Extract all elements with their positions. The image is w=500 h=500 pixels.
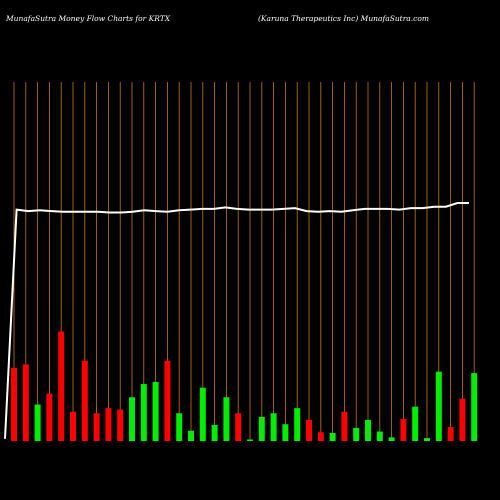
money-flow-bar [22,364,29,441]
money-flow-bar [176,413,183,441]
money-flow-bar [247,439,253,441]
money-flow-bar [117,409,124,441]
money-flow-bar [447,427,454,441]
vertical-gridlines [13,82,475,441]
money-flow-bar [58,331,65,441]
money-flow-bar [424,438,430,441]
money-flow-bar [306,419,312,441]
money-flow-bar [435,371,442,441]
money-flow-bar [105,408,112,441]
money-flow-bars [11,331,478,441]
money-flow-bar [294,408,301,441]
money-flow-bar [81,360,88,441]
money-flow-bar [140,384,147,441]
money-flow-bar [341,411,348,441]
money-flow-bar [199,387,206,441]
money-flow-bar [188,430,194,441]
money-flow-bar [365,419,371,441]
money-flow-bar [70,411,76,441]
money-flow-bar [34,404,41,441]
money-flow-bar [152,381,159,441]
price-line [4,202,469,439]
money-flow-bar [400,419,407,441]
money-flow-bar [211,424,218,441]
money-flow-bar [129,397,135,441]
money-flow-bar [388,437,395,441]
money-flow-bar [258,416,265,441]
money-flow-bar [223,397,230,441]
money-flow-bar [376,431,383,441]
money-flow-bar [282,424,289,441]
money-flow-bar [353,427,360,441]
money-flow-bar [93,413,100,441]
money-flow-bar [317,432,324,441]
money-flow-bar [235,413,242,441]
money-flow-bar [412,406,419,441]
money-flow-bar [46,393,53,441]
chart-subtitle: (Karuna Therapeutics Inc) MunafaSutra.co… [258,14,429,23]
money-flow-bar [164,360,171,441]
money-flow-bar [270,413,277,441]
money-flow-bar [459,398,466,441]
chart-title: MunafaSutra Money Flow Charts for KRTX [6,14,171,23]
money-flow-bar [471,373,478,441]
money-flow-bar [329,432,336,441]
money-flow-bar [11,368,17,441]
